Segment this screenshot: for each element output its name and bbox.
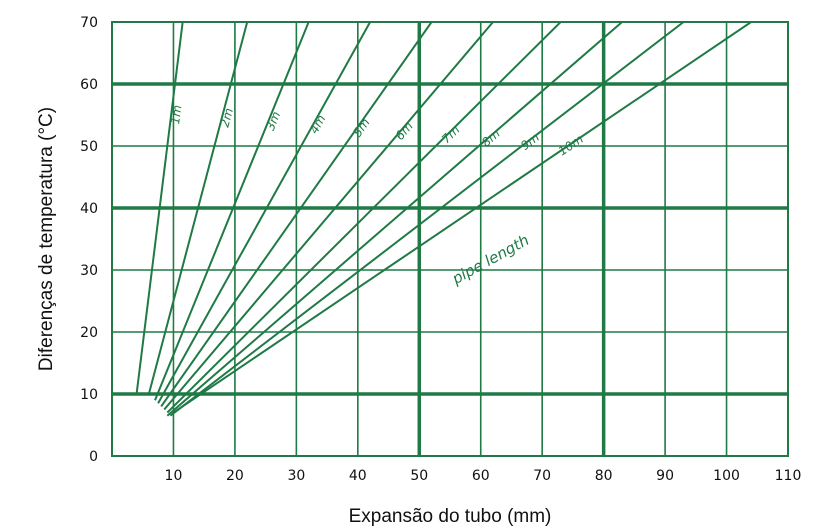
x-tick-label: 40 [349,468,367,484]
series-label-6m: 6m [393,119,416,143]
y-tick-label: 40 [80,201,98,217]
x-tick-labels: 10 20 30 40 50 60 70 80 90 100 110 [165,468,802,484]
x-tick-label: 80 [595,468,613,484]
series-lines [135,22,752,417]
series-line-3m [154,22,310,401]
x-tick-label: 100 [713,468,740,484]
series-label-3m: 3m [263,109,283,132]
x-tick-label: 110 [775,468,802,484]
grid [111,21,789,457]
series-line-1m [135,22,184,395]
x-tick-label: 30 [287,468,305,484]
y-tick-label: 0 [89,449,98,465]
series-label-7m: 7m [439,123,463,147]
series-line-8m [166,22,623,417]
series-line-5m [160,22,433,407]
x-tick-label: 10 [165,468,183,484]
annotation-pipe-length: pipe length [448,231,532,288]
series-label-1m: 1m [168,104,184,125]
series-label-4m: 4m [307,112,329,136]
series-line-7m [166,22,562,414]
y-tick-label: 10 [80,387,98,403]
series-line-10m [172,22,752,414]
series-labels: 1m 2m 3m 4m 5m 6m 7m 8m 9m 10m [168,104,586,158]
y-tick-label: 70 [80,15,98,31]
y-tick-label: 30 [80,263,98,279]
series-line-4m [157,22,371,404]
x-tick-label: 60 [472,468,490,484]
series-label-2m: 2m [218,107,236,129]
x-axis-label: Expansão do tubo (mm) [349,506,552,527]
series-line-9m [169,22,685,417]
x-tick-label: 50 [410,468,428,484]
plot-frame [111,21,789,457]
y-axis-label: Diferenças de temperatura (°C) [36,107,57,371]
x-tick-label: 90 [656,468,674,484]
series-label-5m: 5m [350,116,373,140]
x-tick-label: 20 [226,468,244,484]
series-line-6m [163,22,494,411]
y-tick-label: 50 [80,139,98,155]
x-tick-label: 70 [533,468,551,484]
y-tick-label: 60 [80,77,98,93]
series-line-2m [147,22,249,395]
y-tick-labels: 0 10 20 30 40 50 60 70 [80,15,98,465]
y-tick-label: 20 [80,325,98,341]
